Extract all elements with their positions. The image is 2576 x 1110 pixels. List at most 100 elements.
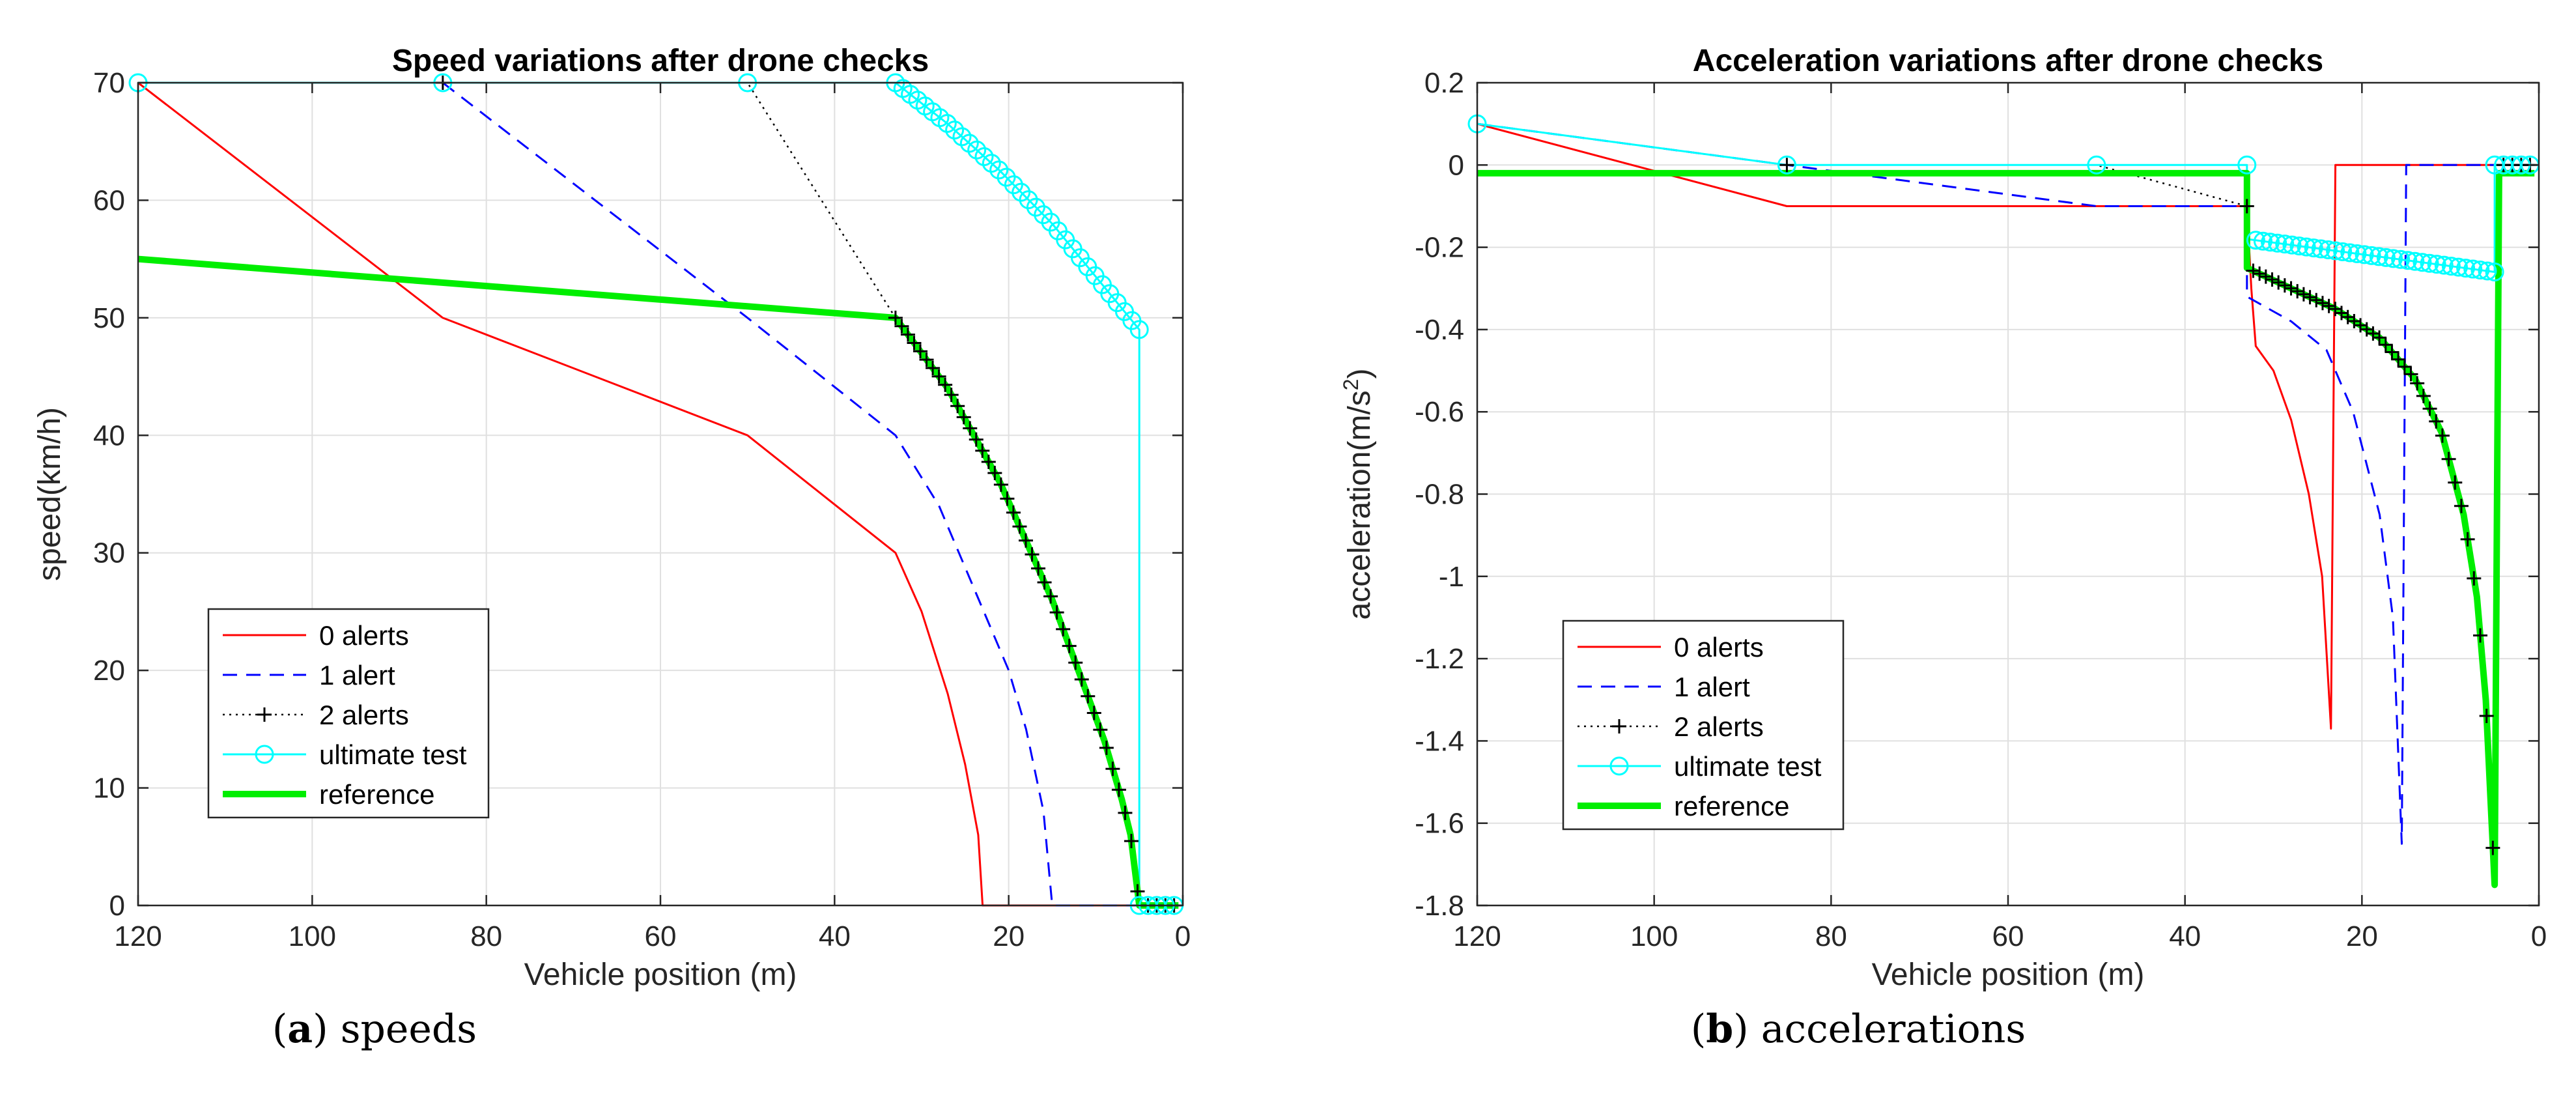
acceleration-plus-marker [2429,414,2444,429]
speed-plus-marker [1037,575,1052,590]
acceleration-circle-marker [2470,261,2490,280]
speed-plus-marker [1099,741,1114,756]
acceleration-xtick-label: 0 [2531,920,2547,952]
speed-ticks: 120 100 80 60 40 20 0 0 10 20 30 40 50 60 70 [93,67,1191,952]
speed-plus-marker [975,443,990,458]
speed-plus-marker [1018,533,1033,548]
speed-plus-marker [963,421,978,436]
acceleration-circle-marker [2304,238,2323,258]
acceleration-plus-marker [2302,290,2317,305]
speed-plus-marker [907,335,922,350]
speed-xtick-label: 80 [470,920,502,952]
acceleration-ytick-label: -1.4 [1415,725,1464,757]
acceleration-ytick-label: 0.2 [1424,67,1464,99]
acceleration-circle-marker [2391,249,2411,269]
acceleration-circle-marker [2405,251,2425,271]
acceleration-plus-marker [2479,709,2494,724]
acceleration-circle-marker [2420,253,2439,273]
acceleration-circle-marker [2478,261,2497,281]
speed-xtick-label: 40 [819,920,851,952]
caption-b-open: ( [1690,1006,1706,1052]
acceleration-legend: 0 alerts 1 alert 2 alerts ultimate test refe… [1562,619,1845,831]
acceleration-plus-marker [2435,428,2450,443]
acceleration-circle-marker [2413,253,2432,272]
speed-plus-marker [1118,805,1133,820]
acceleration-circle-marker [2275,235,2295,254]
caption-a-text: speeds [340,1006,477,1052]
speed-ytick-label: 60 [93,184,125,216]
speed-ytick-label: 0 [109,890,125,922]
speed-plus-marker [1081,689,1096,704]
acceleration-legend-label: 0 alerts [1674,632,1764,662]
speed-plus-marker [1043,589,1058,604]
acceleration-ytick-label: -0.4 [1415,314,1464,346]
speed-plus-marker [950,399,965,414]
speed-legend-circle-marker [255,745,274,764]
speed-plus-marker [1086,705,1101,720]
caption-b: (b) accelerations [1288,1006,2428,1052]
speed-circle-marker [1129,320,1149,339]
acceleration-legend-label: reference [1674,791,1789,821]
speed-xtick-label: 60 [645,920,677,952]
speed-legend-label: reference [319,779,434,810]
acceleration-circle-marker [2463,259,2483,279]
speed-plus-marker [1000,491,1015,506]
acceleration-circle-marker [2326,241,2345,261]
acceleration-circle-marker [2347,244,2367,263]
acceleration-ytick-label: 0 [1449,149,1464,181]
acceleration-chart: 120 100 80 60 40 20 0 0.2 0 -0.2 -0.4 -0.6 -0.8 -1 -1.… [1339,44,2547,992]
speed-xlabel: Vehicle position (m) [524,958,797,992]
speed-markers [128,73,1184,915]
caption-a-letter: a [287,1006,313,1052]
acceleration-plus-marker [2296,287,2311,302]
acceleration-plus-marker [2277,278,2292,293]
speed-plus-marker [981,454,996,469]
acceleration-circle-marker [2376,248,2396,267]
speed-panel: 120 100 80 60 40 20 0 0 10 20 30 40 50 60 70 Speed vari… [0,44,1191,1052]
caption-b-text: accelerations [1761,1006,2026,1052]
acceleration-ytick-label: -0.8 [1415,479,1464,511]
acceleration-plus-marker [2391,352,2406,367]
acceleration-circle-marker [2441,257,2461,276]
acceleration-ytick-label: -0.2 [1415,232,1464,264]
acceleration-circle-marker [2398,251,2418,270]
acceleration-plus-marker [2239,199,2254,214]
speed-xtick-label: 120 [114,920,162,952]
acceleration-plus-marker [2422,401,2437,416]
speed-legend-label: 2 alerts [319,700,409,730]
speed-plus-marker [987,466,1002,481]
acceleration-ytick-label: -1.2 [1415,643,1464,675]
acceleration-legend-circle-marker [1609,756,1629,776]
speed-plus-marker [1056,621,1071,636]
speed-legend-plus-marker [257,707,272,722]
speed-plus-marker [1093,722,1108,737]
speed-plus-marker [1111,782,1126,797]
acceleration-circle-marker [2237,155,2257,175]
acceleration-series-1-alert [1477,122,2535,845]
acceleration-circle-marker [2318,240,2338,260]
acceleration-circle-marker [2253,231,2272,251]
acceleration-legend-label: 2 alerts [1674,711,1764,742]
acceleration-circle-marker [2289,236,2309,256]
caption-b-letter: b [1706,1006,1734,1052]
speed-plus-marker [1074,672,1089,687]
speed-ytick-label: 70 [93,67,125,99]
speed-series-reference [137,255,1179,909]
acceleration-circle-marker [2383,249,2403,268]
speed-plus-marker [956,410,971,425]
acceleration-circle-marker [2297,237,2316,257]
speed-xtick-label: 0 [1175,920,1191,952]
speed-plus-marker [1062,638,1077,653]
acceleration-circle-marker [2369,247,2388,266]
speed-plus-marker [888,310,903,325]
acceleration-circle-marker [2282,235,2302,255]
acceleration-plus-marker [2403,367,2418,382]
speed-plus-marker [944,388,959,403]
caption-a: (a) speeds [0,1006,749,1052]
acceleration-title: Acceleration variations after drone chec… [1693,44,2323,78]
acceleration-ytick-label: -1.8 [1415,890,1464,922]
acceleration-plus-marker [2258,269,2273,284]
acceleration-ytick-label: -1 [1439,561,1464,593]
speed-plus-marker [969,432,984,447]
speed-legend-box [207,608,490,819]
